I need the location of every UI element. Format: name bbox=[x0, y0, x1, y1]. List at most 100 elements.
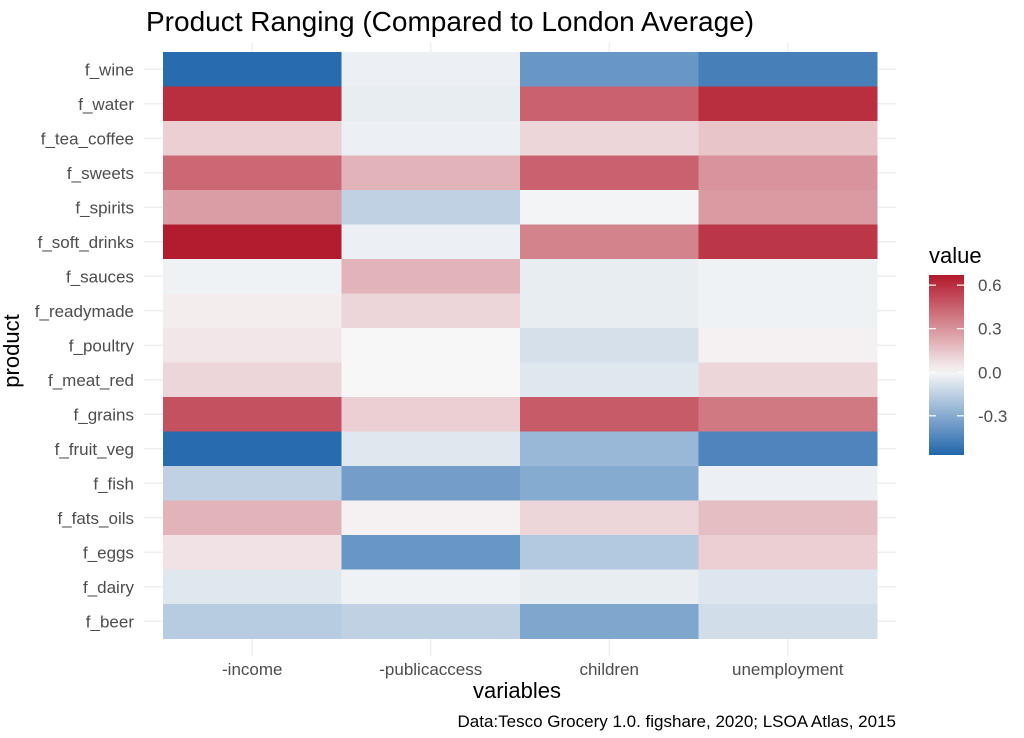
heatmap-cell-f_beer-unemployment bbox=[698, 604, 878, 639]
heatmap-cell-f_grains-children bbox=[520, 397, 699, 432]
legend-tick-label: 0.6 bbox=[978, 276, 1002, 295]
heatmap-cell-f_spirits-unemployment bbox=[698, 190, 878, 225]
heatmap-cell-f_sauces--publicaccess bbox=[341, 259, 521, 294]
heatmap-cell-f_fats_oils--income bbox=[163, 500, 342, 536]
heatmap-cell-f_fruit_veg--publicaccess bbox=[341, 431, 521, 467]
heatmap-cell-f_fish-children bbox=[520, 466, 699, 501]
y-tick-label: f_grains bbox=[74, 405, 134, 424]
heatmap-cell-f_water-unemployment bbox=[698, 86, 878, 122]
heatmap-cell-f_wine-unemployment bbox=[698, 52, 878, 87]
heatmap-cell-f_readymade--publicaccess bbox=[341, 293, 521, 329]
heatmap-cell-f_sweets--income bbox=[163, 155, 342, 191]
heatmap-cell-f_fats_oils--publicaccess bbox=[341, 500, 521, 536]
heatmap-cell-f_tea_coffee-unemployment bbox=[698, 121, 878, 156]
heatmap-cell-f_fish--income bbox=[163, 466, 342, 501]
legend: value 0.6 0.3 0.0 -0.3 bbox=[929, 243, 1007, 455]
heatmap-cell-f_grains--income bbox=[163, 397, 342, 432]
heatmap-cell-f_soft_drinks--publicaccess bbox=[341, 224, 521, 260]
heatmap-cell-f_wine--publicaccess bbox=[341, 52, 521, 87]
heatmap-cell-f_wine-children bbox=[520, 52, 699, 87]
heatmap-cell-f_sauces--income bbox=[163, 259, 342, 294]
y-tick-label: f_eggs bbox=[83, 543, 134, 562]
heatmap-cell-f_eggs--income bbox=[163, 535, 342, 570]
heatmap-cell-f_dairy--publicaccess bbox=[341, 569, 521, 605]
legend-tick-label: 0.3 bbox=[978, 320, 1002, 339]
x-axis-title: variables bbox=[473, 678, 561, 703]
y-tick-label: f_tea_coffee bbox=[41, 129, 134, 148]
y-tick-label: f_sauces bbox=[66, 267, 134, 286]
heatmap-cell-f_beer--income bbox=[163, 604, 342, 639]
heatmap-cell-f_spirits--income bbox=[163, 190, 342, 225]
legend-ticks: 0.6 0.3 0.0 -0.3 bbox=[929, 276, 1007, 426]
heatmap-cell-f_eggs--publicaccess bbox=[341, 535, 521, 570]
heatmap-cell-f_soft_drinks--income bbox=[163, 224, 342, 260]
heatmap-cell-f_grains-unemployment bbox=[698, 397, 878, 432]
heatmap-cell-f_sauces-unemployment bbox=[698, 259, 878, 294]
heatmap-cell-f_water--income bbox=[163, 86, 342, 122]
x-tick-label: -publicaccess bbox=[379, 660, 482, 679]
heatmap-cell-f_dairy--income bbox=[163, 569, 342, 605]
y-tick-label: f_meat_red bbox=[48, 371, 134, 390]
heatmap-cell-f_beer--publicaccess bbox=[341, 604, 521, 639]
x-tick-label: unemployment bbox=[732, 660, 844, 679]
heatmap-cell-f_meat_red--publicaccess bbox=[341, 362, 521, 398]
heatmap-cell-f_water--publicaccess bbox=[341, 86, 521, 122]
x-tick-labels: -income -publicaccess children unemployment bbox=[222, 660, 844, 679]
y-tick-label: f_spirits bbox=[75, 198, 134, 217]
heatmap-cell-f_fruit_veg-children bbox=[520, 431, 699, 467]
y-tick-label: f_wine bbox=[85, 60, 134, 79]
y-tick-labels: f_wine f_water f_tea_coffee f_sweets f_spiri… bbox=[35, 60, 135, 631]
y-tick-label: f_readymade bbox=[35, 302, 134, 321]
chart-caption: Data:Tesco Grocery 1.0. figshare, 2020; … bbox=[458, 712, 896, 731]
legend-title: value bbox=[929, 243, 982, 268]
heatmap-cell-f_readymade--income bbox=[163, 293, 342, 329]
heatmap-cell-f_eggs-unemployment bbox=[698, 535, 878, 570]
y-tick-label: f_fats_oils bbox=[57, 509, 134, 528]
heatmap-cell-f_fats_oils-children bbox=[520, 500, 699, 536]
heatmap-cell-f_fish--publicaccess bbox=[341, 466, 521, 501]
heatmap-cell-f_soft_drinks-children bbox=[520, 224, 699, 260]
y-tick-label: f_soft_drinks bbox=[38, 233, 134, 252]
heatmap-cell-f_poultry--income bbox=[163, 328, 342, 363]
heatmap-cell-f_readymade-unemployment bbox=[698, 293, 878, 329]
heatmap-cell-f_tea_coffee--income bbox=[163, 121, 342, 156]
heatmap-cell-f_fish-unemployment bbox=[698, 466, 878, 501]
heatmap-cell-f_poultry-unemployment bbox=[698, 328, 878, 363]
x-tick-label: -income bbox=[222, 660, 282, 679]
heatmap-cell-f_spirits--publicaccess bbox=[341, 190, 521, 225]
y-tick-label: f_fish bbox=[93, 474, 134, 493]
heatmap-cell-f_tea_coffee-children bbox=[520, 121, 699, 156]
heatmap-cell-f_sauces-children bbox=[520, 259, 699, 294]
heatmap-cell-f_dairy-unemployment bbox=[698, 569, 878, 605]
y-tick-label: f_dairy bbox=[83, 578, 135, 597]
heatmap-cell-f_readymade-children bbox=[520, 293, 699, 329]
heatmap-cell-f_dairy-children bbox=[520, 569, 699, 605]
heatmap-cell-f_spirits-children bbox=[520, 190, 699, 225]
y-tick-label: f_fruit_veg bbox=[55, 440, 134, 459]
heatmap-cell-f_grains--publicaccess bbox=[341, 397, 521, 432]
legend-tick-label: -0.3 bbox=[978, 407, 1007, 426]
heatmap-cell-f_wine--income bbox=[163, 52, 342, 87]
heatmap-cells bbox=[163, 52, 878, 639]
heatmap-cell-f_poultry-children bbox=[520, 328, 699, 363]
y-tick-label: f_beer bbox=[86, 612, 135, 631]
heatmap-cell-f_fruit_veg--income bbox=[163, 431, 342, 467]
heatmap-cell-f_sweets--publicaccess bbox=[341, 155, 521, 191]
x-tick-label: children bbox=[579, 660, 639, 679]
heatmap-cell-f_water-children bbox=[520, 86, 699, 122]
chart-title: Product Ranging (Compared to London Aver… bbox=[146, 6, 754, 37]
heatmap-cell-f_eggs-children bbox=[520, 535, 699, 570]
heatmap-cell-f_beer-children bbox=[520, 604, 699, 639]
y-tick-label: f_sweets bbox=[67, 164, 134, 183]
heatmap-cell-f_sweets-children bbox=[520, 155, 699, 191]
heatmap-cell-f_meat_red-children bbox=[520, 362, 699, 398]
heatmap-cell-f_sweets-unemployment bbox=[698, 155, 878, 191]
heatmap-cell-f_soft_drinks-unemployment bbox=[698, 224, 878, 260]
heatmap-cell-f_tea_coffee--publicaccess bbox=[341, 121, 521, 156]
heatmap-cell-f_poultry--publicaccess bbox=[341, 328, 521, 363]
legend-tick-label: 0.0 bbox=[978, 363, 1002, 382]
heatmap-cell-f_meat_red--income bbox=[163, 362, 342, 398]
y-axis-title: product bbox=[0, 314, 24, 387]
y-tick-label: f_poultry bbox=[69, 336, 135, 355]
